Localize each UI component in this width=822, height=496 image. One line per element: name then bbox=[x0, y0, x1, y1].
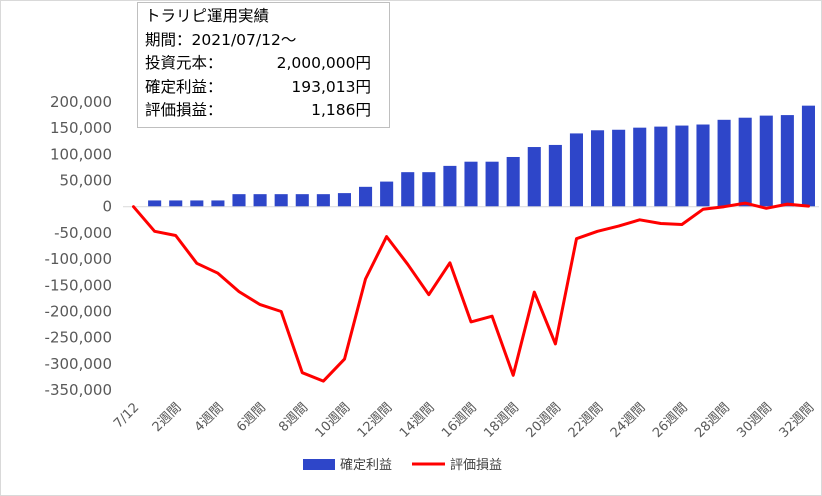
profit-bar bbox=[633, 127, 647, 207]
profit-bar bbox=[253, 194, 267, 207]
x-tick-label: 6週間 bbox=[234, 400, 269, 435]
info-profit-row: 確定利益： 193,013円 bbox=[145, 76, 389, 100]
y-tick-label: -250,000 bbox=[45, 329, 112, 347]
x-axis-ticks: 7/12 2週間 4週間 6週間 8週間 10週間 12週間 14週間 16週間 18週間 20週間… bbox=[111, 400, 817, 441]
profit-bar bbox=[527, 147, 541, 207]
capital-label: 投資元本： bbox=[145, 54, 223, 72]
x-tick-label: 30週間 bbox=[734, 400, 775, 441]
info-unrealized-row: 評価損益： 1,186円 bbox=[145, 99, 389, 123]
profit-bar bbox=[759, 115, 773, 207]
profit-bar bbox=[232, 194, 246, 207]
profit-bar bbox=[295, 194, 309, 207]
y-tick-label: -50,000 bbox=[54, 224, 112, 242]
profit-bar bbox=[591, 130, 605, 207]
legend: 確定利益 評価損益 bbox=[303, 457, 502, 473]
x-tick-label: 7/12 bbox=[111, 400, 142, 431]
x-tick-label: 20週間 bbox=[524, 400, 565, 441]
x-tick-label: 22週間 bbox=[566, 400, 607, 441]
profit-bar bbox=[548, 144, 562, 207]
info-title: トラリピ運用実績 bbox=[145, 7, 270, 25]
capital-value: 2,000,000円 bbox=[276, 54, 371, 72]
y-tick-label: 150,000 bbox=[50, 119, 112, 137]
y-tick-label: -200,000 bbox=[45, 302, 112, 320]
unrealized-value: 1,186円 bbox=[311, 101, 371, 119]
info-box: トラリピ運用実績 期間：2021/07/12～ 投資元本： 2,000,000円… bbox=[137, 2, 390, 128]
y-tick-label: 100,000 bbox=[50, 145, 112, 163]
profit-value: 193,013円 bbox=[291, 77, 371, 96]
profit-bar bbox=[401, 172, 415, 207]
y-tick-label: -300,000 bbox=[45, 355, 112, 373]
profit-bar bbox=[612, 129, 626, 207]
profit-bar bbox=[696, 124, 710, 207]
profit-bar bbox=[190, 200, 204, 207]
x-tick-label: 12週間 bbox=[355, 400, 396, 441]
y-tick-label: 0 bbox=[102, 198, 112, 216]
profit-bar bbox=[337, 193, 351, 207]
info-title-row: トラリピ運用実績 bbox=[145, 5, 389, 29]
profit-bar bbox=[738, 117, 752, 207]
profit-bar bbox=[316, 194, 330, 207]
y-tick-label: -150,000 bbox=[45, 276, 112, 294]
profit-bar bbox=[422, 172, 436, 207]
legend-label-unrealized: 評価損益 bbox=[450, 458, 502, 473]
x-tick-label: 26週間 bbox=[650, 400, 691, 441]
x-tick-label: 10週間 bbox=[313, 400, 354, 441]
profit-bar bbox=[169, 200, 183, 207]
y-axis-ticks: 200,000 150,000 100,000 50,000 0 -50,000 -100,… bbox=[45, 93, 112, 399]
legend-label-profit: 確定利益 bbox=[340, 457, 392, 473]
x-tick-label: 4週間 bbox=[192, 400, 227, 435]
profit-bar bbox=[780, 115, 794, 207]
x-tick-label: 8週間 bbox=[276, 400, 311, 435]
x-tick-label: 32週間 bbox=[777, 400, 818, 441]
x-tick-label: 28週間 bbox=[692, 400, 733, 441]
profit-bar bbox=[380, 181, 394, 207]
unrealized-pl-line bbox=[132, 201, 810, 383]
x-tick-label: 2週間 bbox=[150, 400, 185, 435]
profit-bar bbox=[485, 161, 499, 207]
x-tick-label: 18週間 bbox=[481, 400, 522, 441]
profit-bar bbox=[274, 194, 288, 207]
profit-bar bbox=[464, 161, 478, 207]
y-tick-label: -100,000 bbox=[45, 250, 112, 268]
profit-bar bbox=[717, 119, 731, 207]
legend-swatch-profit bbox=[303, 459, 335, 470]
bar-series bbox=[148, 105, 815, 207]
profit-bar bbox=[569, 133, 583, 207]
profit-bar bbox=[443, 165, 457, 207]
profit-label: 確定利益： bbox=[145, 77, 223, 96]
info-capital-row: 投資元本： 2,000,000円 bbox=[145, 52, 389, 76]
profit-bar bbox=[654, 126, 668, 207]
x-tick-label: 16週間 bbox=[439, 400, 480, 441]
info-period-row: 期間：2021/07/12～ bbox=[145, 29, 389, 53]
profit-bar bbox=[148, 200, 162, 207]
profit-bar bbox=[506, 156, 520, 207]
x-tick-label: 24週間 bbox=[608, 400, 649, 441]
y-tick-label: 50,000 bbox=[60, 172, 113, 190]
profit-bar bbox=[675, 125, 689, 207]
info-period: 期間：2021/07/12～ bbox=[145, 30, 297, 49]
profit-bar bbox=[801, 105, 815, 207]
profit-bar bbox=[359, 186, 373, 207]
unrealized-label: 評価損益： bbox=[145, 101, 223, 119]
y-tick-label: 200,000 bbox=[50, 93, 112, 111]
y-tick-label: -350,000 bbox=[45, 381, 112, 399]
x-tick-label: 14週間 bbox=[397, 400, 438, 441]
profit-bar bbox=[211, 200, 225, 207]
line-series bbox=[132, 201, 810, 383]
